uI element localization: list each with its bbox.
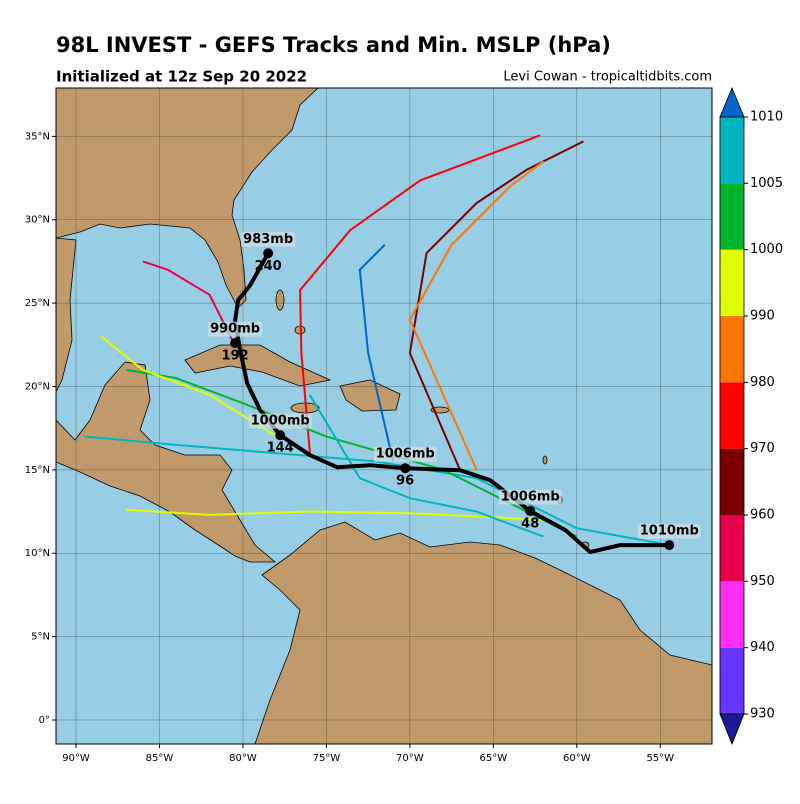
member-track <box>100 335 277 438</box>
x-tick-label: 65°W <box>480 753 508 764</box>
x-tick-label: 90°W <box>62 753 90 764</box>
chart-title: 98L INVEST - GEFS Tracks and Min. MSLP (… <box>56 33 611 57</box>
colorbar-tick-label: 980 <box>750 375 775 390</box>
mean-point <box>275 430 286 441</box>
y-tick-label: 15°N <box>25 465 50 476</box>
north-america <box>56 88 319 309</box>
mean-track <box>233 252 670 555</box>
member-track <box>358 244 395 462</box>
hispaniola <box>339 379 401 412</box>
label-background <box>208 321 263 337</box>
colorbar-band <box>720 249 744 316</box>
hour-label: 96 <box>396 474 414 489</box>
member-track <box>408 140 584 471</box>
y-tick-label: 0° <box>39 715 50 726</box>
label-background <box>498 489 562 505</box>
colorbar-band <box>720 581 744 648</box>
x-tick-label: 80°W <box>229 753 257 764</box>
y-tick-label: 30°N <box>25 215 50 226</box>
y-tick-label: 25°N <box>25 298 50 309</box>
pressure-label: 990mb <box>210 322 260 337</box>
colorbar-tick-label: 940 <box>750 640 775 655</box>
subtitle: Initialized at 12z Sep 20 2022 <box>56 68 307 86</box>
member-track <box>308 394 544 538</box>
colorbar-tick-label: 1010 <box>750 110 783 125</box>
pressure-label: 1000mb <box>251 414 310 429</box>
credit: Levi Cowan - tropicaltidbits.com <box>503 70 712 85</box>
labels: 90°W 85°W 80°W 75°W 70°W 65°W 60°W 55°W 0° 5°N 10°… <box>25 86 783 764</box>
antilles <box>542 455 548 465</box>
south-america <box>254 521 712 744</box>
hour-label: 192 <box>222 349 249 364</box>
colorbar-tick-label: 930 <box>750 707 775 722</box>
pressure-label: 983mb <box>243 232 293 247</box>
colorbar-tick-label: 970 <box>750 441 775 456</box>
mean-point <box>400 463 411 474</box>
colorbar-over <box>719 86 745 118</box>
y-tick-label: 10°N <box>25 548 50 559</box>
colorbar-tick-label: 1005 <box>750 176 783 191</box>
colorbar-tick-label: 1000 <box>750 242 783 257</box>
colorbar-tick-label: 990 <box>750 309 775 324</box>
map-frame <box>55 87 713 745</box>
colorbar-band <box>720 183 744 250</box>
central-america <box>56 361 277 563</box>
x-tick-label: 60°W <box>563 753 591 764</box>
y-tick-label: 5°N <box>31 632 50 643</box>
y-tick-label: 35°N <box>25 131 50 142</box>
mean-point <box>525 506 536 517</box>
hour-label: 48 <box>521 517 539 532</box>
hour-label: 240 <box>255 259 282 274</box>
colorbar-tick-label: 950 <box>750 574 775 589</box>
pressure-label: 1006mb <box>376 447 435 462</box>
colorbar-band <box>720 117 744 184</box>
map <box>56 88 712 744</box>
mean-point <box>664 540 675 551</box>
label-background <box>637 523 701 539</box>
colorbar-band <box>720 647 744 714</box>
colorbar-band <box>720 316 744 383</box>
y-tick-label: 20°N <box>25 381 50 392</box>
pressure-label: 1010mb <box>640 524 699 539</box>
colorbar-band <box>720 382 744 449</box>
colorbar-frame <box>719 116 745 715</box>
x-tick-label: 85°W <box>146 753 174 764</box>
member-track <box>126 508 544 521</box>
mean-point <box>230 338 241 349</box>
mean-point <box>263 248 274 259</box>
member-track <box>408 160 545 471</box>
colorbar-under <box>719 713 745 746</box>
colorbar-band <box>720 448 744 515</box>
label-background <box>241 231 296 247</box>
pressure-label: 1006mb <box>501 490 560 505</box>
x-tick-label: 75°W <box>313 753 341 764</box>
label-background <box>373 446 437 462</box>
hour-label: 144 <box>267 441 294 456</box>
x-tick-label: 70°W <box>396 753 424 764</box>
member-track <box>299 134 541 456</box>
colorbar-band <box>720 515 744 582</box>
bahamas <box>275 289 285 311</box>
colorbar-tick-label: 960 <box>750 508 775 523</box>
member-track <box>142 260 236 346</box>
x-tick-label: 55°W <box>646 753 674 764</box>
label-background <box>248 413 312 429</box>
